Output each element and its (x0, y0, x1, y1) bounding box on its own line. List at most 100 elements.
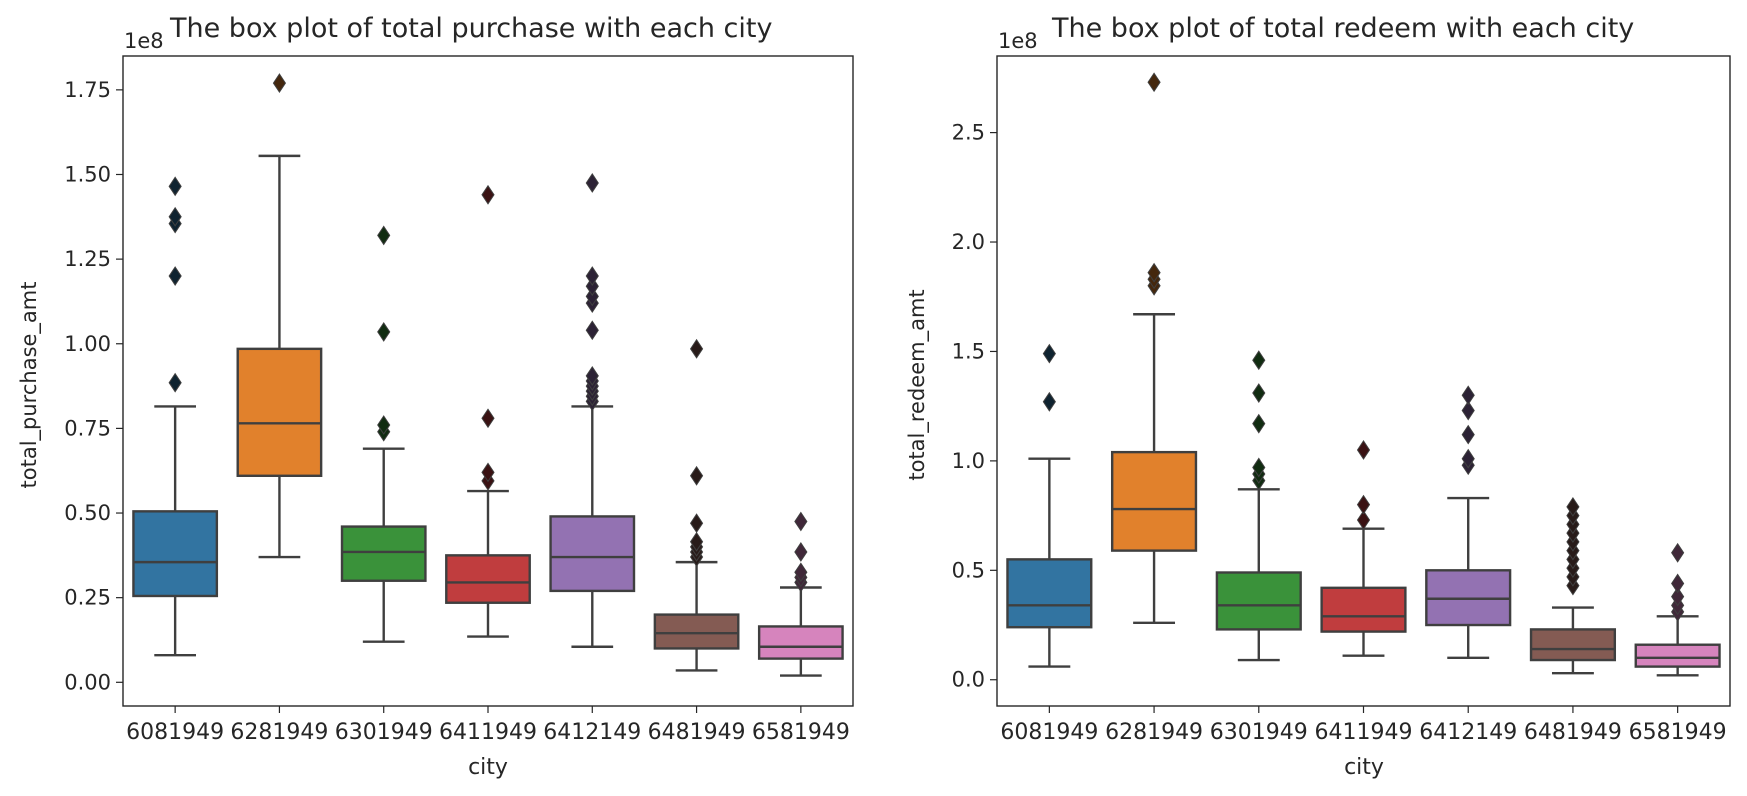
purchase-box-6481949 (653, 338, 740, 672)
redeem-y-tick-label: 0.0 (952, 668, 985, 692)
redeem-box-6281949 (1110, 72, 1198, 625)
redeem-box-6081949 (1006, 343, 1093, 668)
purchase-y-tick-label: 0.00 (64, 670, 111, 694)
iqr-box (1110, 450, 1198, 552)
purchase-plot-area: 0.00 0.25 0.50 0.75 1.00 1.25 1.50 1.75 6081949 6… (64, 55, 854, 745)
outlier-point (1356, 494, 1371, 515)
iqr-box (1529, 628, 1617, 662)
redeem-y-tick-label: 2.5 (952, 121, 985, 145)
outlier-point (1252, 383, 1266, 403)
purchase-y-tick-label: 1.75 (64, 78, 111, 102)
purchase-chart-title: The box plot of total purchase with each… (169, 13, 772, 44)
outlier-point (794, 562, 808, 583)
iqr-box (445, 554, 531, 604)
outlier-point (689, 513, 704, 534)
outlier-point (1147, 72, 1161, 93)
purchase-y-tick-label: 0.75 (64, 416, 111, 440)
iqr-box (1006, 558, 1093, 629)
outlier-point (1671, 573, 1685, 594)
outlier-point (1461, 400, 1475, 421)
outlier-point (585, 320, 599, 341)
outlier-point (1566, 496, 1580, 517)
outlier-point (377, 225, 391, 246)
redeem-x-tick-label: 6412149 (1419, 720, 1517, 745)
outlier-point (794, 511, 808, 532)
outlier-point (585, 286, 599, 307)
outlier-point (1042, 391, 1056, 412)
purchase-y-tick-label: 1.50 (64, 162, 111, 186)
purchase-box-6411949 (445, 184, 531, 638)
outlier-point (168, 372, 182, 393)
outlier-point (1356, 440, 1371, 460)
redeem-y-tick-label: 1.0 (952, 449, 985, 473)
purchase-y-axis-label: total_purchase_amt (17, 282, 42, 489)
purchase-box-6281949 (236, 73, 323, 559)
iqr-box (549, 515, 636, 593)
redeem-x-tick-label: 6301949 (1210, 720, 1308, 745)
outlier-point (585, 276, 599, 297)
outlier-point (1671, 542, 1685, 563)
outlier-point (585, 173, 599, 193)
purchase-x-tick-label: 6581949 (752, 720, 850, 745)
iqr-box (340, 525, 427, 582)
outlier-point (168, 266, 182, 286)
redeem-box-6411949 (1320, 440, 1407, 657)
purchase-box-6412149 (549, 173, 636, 648)
outlier-point (689, 338, 704, 359)
redeem-boxplot-panel: The box plot of total redeem with each c… (905, 13, 1731, 780)
iqr-box (1320, 586, 1407, 633)
outlier-point (1461, 448, 1475, 469)
purchase-x-axis-label: city (468, 755, 508, 780)
purchase-y-tick-label: 1.00 (64, 332, 111, 356)
purchase-y-tick-label: 0.25 (64, 586, 111, 610)
purchase-x-tick-label: 6301949 (335, 720, 433, 745)
outlier-point (1042, 343, 1056, 364)
outlier-point (1252, 457, 1266, 478)
outlier-point (1356, 510, 1371, 530)
iqr-box (757, 625, 844, 660)
purchase-x-tick-label: 6481949 (648, 720, 746, 745)
outlier-point (481, 408, 495, 429)
outlier-point (168, 176, 182, 197)
purchase-y-offset-label: 1e8 (124, 29, 164, 53)
redeem-box-6581949 (1634, 542, 1721, 677)
outlier-point (794, 542, 808, 562)
iqr-box (236, 347, 323, 477)
outlier-point (585, 366, 599, 386)
outlier-point (1252, 413, 1266, 434)
redeem-y-tick-label: 0.5 (952, 558, 985, 582)
purchase-boxplot-panel: The box plot of total purchase with each… (17, 13, 854, 780)
iqr-box (132, 510, 219, 598)
redeem-x-tick-label: 6481949 (1524, 720, 1622, 745)
outlier-point (1147, 262, 1161, 283)
redeem-chart-title: The box plot of total redeem with each c… (1051, 13, 1634, 44)
outlier-point (689, 465, 704, 486)
redeem-x-axis-label: city (1344, 755, 1384, 780)
purchase-axes-frame (122, 55, 854, 707)
outlier-point (1671, 586, 1685, 607)
purchase-y-tick-label: 0.50 (64, 501, 111, 525)
redeem-x-tick-label: 6581949 (1629, 720, 1727, 745)
outlier-point (585, 266, 599, 286)
redeem-y-axis-label: total_redeem_amt (905, 289, 930, 480)
outlier-point (168, 206, 182, 227)
outlier-point (481, 462, 495, 483)
outlier-point (689, 531, 704, 552)
redeem-y-tick-label: 1.5 (952, 339, 985, 363)
iqr-box (653, 613, 740, 650)
outlier-point (1461, 385, 1475, 406)
redeem-box-6481949 (1529, 496, 1617, 675)
outlier-point (272, 73, 287, 93)
redeem-x-tick-label: 6411949 (1315, 720, 1413, 745)
purchase-box-6581949 (757, 511, 844, 677)
outlier-point (481, 184, 495, 205)
iqr-box (1215, 571, 1302, 631)
redeem-axes-frame (996, 55, 1731, 707)
redeem-y-tick-label: 2.0 (952, 230, 985, 254)
purchase-box-6301949 (340, 225, 427, 643)
purchase-y-tick-label: 1.25 (64, 247, 111, 271)
outlier-point (1252, 350, 1266, 371)
outlier-point (377, 415, 391, 435)
redeem-plot-area: 0.0 0.5 1.0 1.5 2.0 2.5 6081949 6281949 6301949 6… (952, 55, 1731, 745)
purchase-x-tick-label: 6081949 (126, 720, 224, 745)
